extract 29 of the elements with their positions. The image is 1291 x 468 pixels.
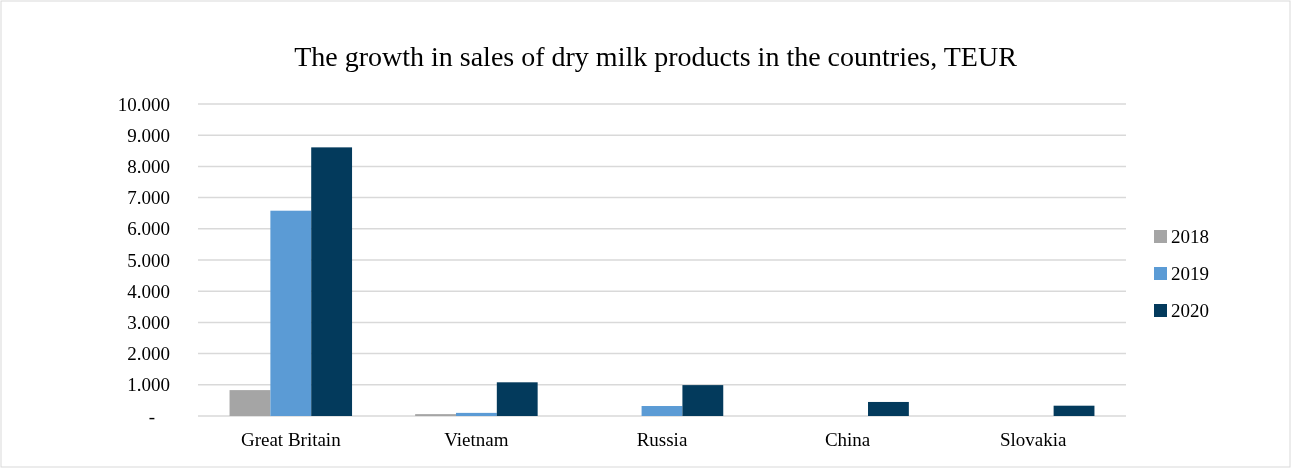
- x-tick-label: China: [824, 429, 871, 450]
- bar: [682, 385, 724, 416]
- x-tick-label: Russia: [636, 429, 688, 450]
- x-tick-label: Great Britain: [240, 429, 342, 450]
- y-tick-label: 3.000: [127, 312, 170, 334]
- bar: [455, 412, 497, 416]
- chart-title: The growth in sales of dry milk products in the countries, TEUR: [294, 41, 1018, 72]
- y-tick-label: 9.000: [127, 124, 170, 146]
- y-tick-label: 1.000: [127, 374, 170, 396]
- bar: [496, 382, 538, 416]
- y-tick-label: -: [148, 405, 155, 427]
- y-tick-label: 8.000: [127, 156, 170, 178]
- bar: [1053, 405, 1095, 416]
- legend-label: 2018: [1171, 225, 1209, 247]
- y-tick-label: 10.000: [117, 93, 170, 115]
- bar: [311, 147, 353, 416]
- y-tick-label: 6.000: [127, 218, 170, 240]
- bar: [229, 390, 271, 416]
- bar: [270, 210, 312, 416]
- y-tick-label: 4.000: [127, 280, 170, 302]
- bar: [868, 401, 909, 416]
- x-tick-label: Vietnam: [444, 429, 509, 450]
- y-tick-label: 2.000: [127, 343, 170, 365]
- legend-label: 2020: [1171, 299, 1209, 321]
- y-tick-label: 5.000: [127, 249, 170, 271]
- bar: [641, 406, 683, 416]
- y-tick-label: 7.000: [127, 187, 170, 209]
- x-tick-label: Slovakia: [999, 429, 1068, 450]
- legend-label: 2019: [1171, 262, 1209, 284]
